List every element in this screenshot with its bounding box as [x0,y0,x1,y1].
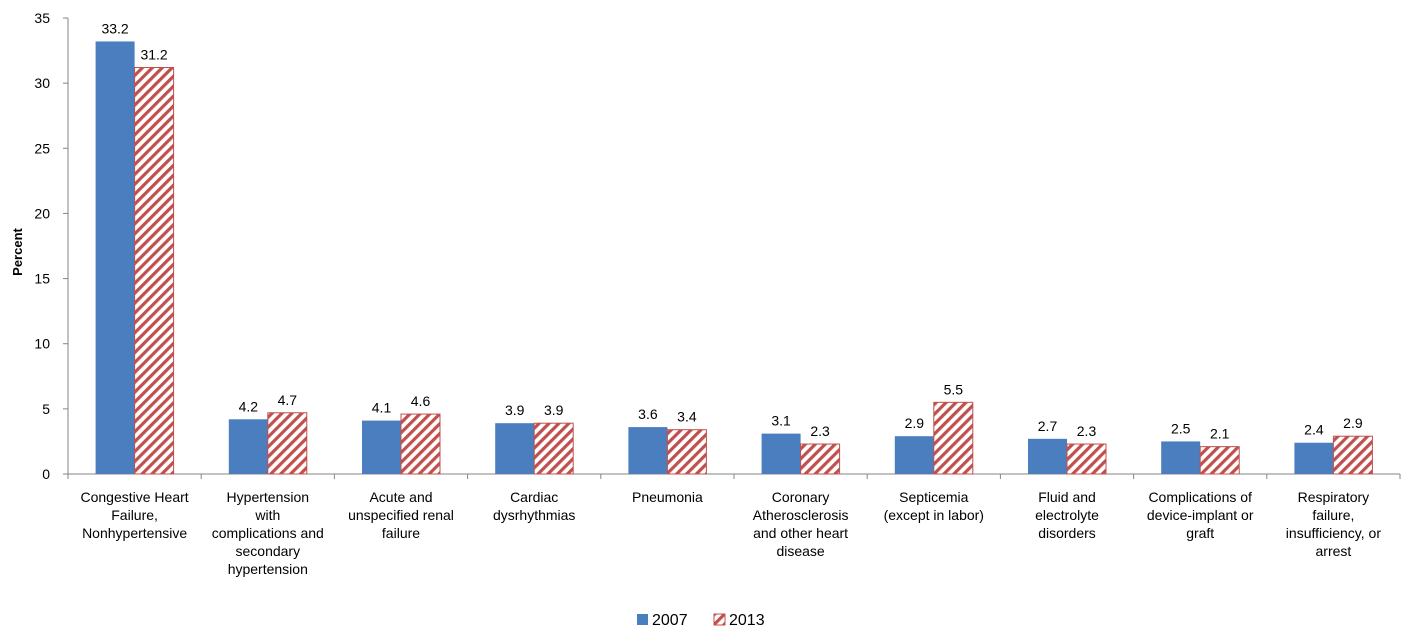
data-label-2007-8: 2.5 [1171,420,1191,436]
category-label-0: Nonhypertensive [82,525,187,541]
category-label-8: Complications of [1148,489,1252,505]
category-label-8: graft [1186,525,1214,541]
y-tick-label: 5 [42,401,50,417]
legend-swatch-2013 [713,613,726,626]
category-label-7: electrolyte [1035,507,1099,523]
bar-2007-1 [228,419,268,474]
category-label-9: arrest [1316,543,1352,559]
bars [95,41,1373,475]
data-label-2013-6: 5.5 [944,381,964,397]
category-label-1: with [254,507,280,523]
y-tick-label: 35 [34,10,50,26]
category-label-5: Coronary [772,489,830,505]
legend-swatch-2007 [637,614,648,625]
category-label-3: dysrhythmias [493,507,575,523]
y-tick-label: 25 [34,140,50,156]
category-label-6: Septicemia [899,489,968,505]
category-label-5: disease [776,543,824,559]
bar-2007-6 [894,436,934,474]
category-label-1: Hypertension [227,489,310,505]
bar-2013-5 [800,443,841,475]
y-tick-label: 10 [34,336,50,352]
data-label-2007-3: 3.9 [505,402,525,418]
category-label-5: Atherosclerosis [753,507,849,523]
category-label-1: hypertension [228,561,308,577]
category-label-9: Respiratory [1298,489,1370,505]
data-label-2013-2: 4.6 [411,393,431,409]
y-tick-label: 30 [34,75,50,91]
data-label-2013-7: 2.3 [1077,423,1097,439]
data-label-2007-1: 4.2 [239,398,259,414]
data-label-2007-6: 2.9 [905,415,925,431]
category-label-9: insufficiency, or [1286,525,1382,541]
data-label-2013-9: 2.9 [1343,415,1363,431]
bar-2013-0 [134,67,175,475]
bar-2007-5 [761,433,801,474]
data-label-2013-1: 4.7 [278,392,298,408]
bar-2007-4 [628,427,668,474]
bar-2013-1 [267,412,308,475]
data-label-2013-3: 3.9 [544,402,564,418]
y-tick-label: 0 [42,466,50,482]
category-label-2: unspecified renal [348,507,454,523]
category-label-9: failure, [1312,507,1354,523]
data-label-2013-0: 31.2 [140,47,167,63]
bar-2007-9 [1294,442,1334,474]
y-axis-title: Percent [10,227,25,275]
data-label-2007-2: 4.1 [372,400,392,416]
legend-label-2013: 2013 [729,612,765,629]
category-label-0: Failure, [111,507,158,523]
bar-2013-9 [1332,435,1373,475]
category-labels: Congestive Heart Failure, Nonhypertensive H… [81,489,1382,577]
data-label-2013-4: 3.4 [677,409,697,425]
y-tick-label: 20 [34,205,50,221]
category-label-8: device-implant or [1147,507,1254,523]
bar-2013-4 [666,429,707,475]
data-label-2007-7: 2.7 [1038,418,1058,434]
category-label-3: Cardiac [510,489,558,505]
bar-2013-2 [400,413,441,475]
legend: 2007 2013 [637,612,765,629]
data-label-2013-5: 2.3 [810,423,830,439]
bar-2007-7 [1028,438,1067,474]
category-label-1: secondary [236,543,301,559]
bar-2013-8 [1199,446,1240,475]
data-label-2007-0: 33.2 [101,20,128,36]
category-label-1: complications and [212,525,324,541]
category-label-6: (except in labor) [884,507,984,523]
category-label-2: failure [382,525,420,541]
category-label-4: Pneumonia [632,489,703,505]
category-label-0: Congestive Heart [81,489,189,505]
bar-2013-7 [1066,443,1107,475]
bar-2013-6 [933,401,974,475]
data-label-2007-5: 3.1 [771,413,791,429]
data-label-2013-8: 2.1 [1210,426,1230,442]
y-tick-label: 15 [34,271,50,287]
category-label-5: and other heart [753,525,848,541]
category-label-7: disorders [1038,525,1096,541]
bar-2013-3 [533,422,574,475]
legend-label-2007: 2007 [652,612,688,629]
bar-2007-3 [495,423,535,474]
bar-2007-0 [95,41,135,475]
bar-2007-8 [1161,441,1201,474]
data-label-2007-4: 3.6 [638,406,658,422]
category-label-7: Fluid and [1038,489,1096,505]
bar-2007-2 [362,420,401,474]
data-label-2007-9: 2.4 [1304,422,1324,438]
category-label-2: Acute and [369,489,432,505]
data-labels: 33.2 31.2 4.2 4.7 4.1 4.6 3.9 3.9 3.6 3.4 3.1 2.3 2.… [101,20,1362,441]
